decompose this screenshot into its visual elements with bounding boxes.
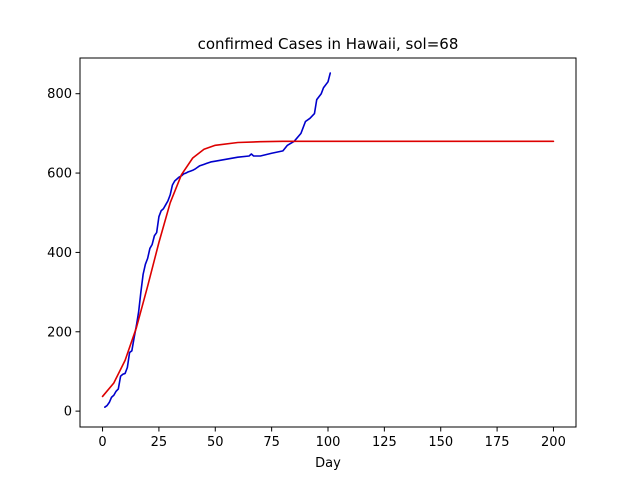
x-tick-label: 125 [372, 435, 397, 450]
y-tick-label: 800 [47, 87, 72, 102]
series-layer [101, 72, 555, 408]
x-axis: 0 25 50 75 100 125 150 175 200 [98, 427, 566, 450]
x-tick-label: 100 [316, 435, 341, 450]
y-tick-label: 400 [47, 246, 72, 261]
x-tick-label: 200 [541, 435, 566, 450]
y-tick-label: 200 [47, 325, 72, 340]
x-tick-label: 175 [485, 435, 510, 450]
x-tick-label: 150 [428, 435, 453, 450]
chart-title: confirmed Cases in Hawaii, sol=68 [198, 35, 459, 53]
x-axis-label: Day [315, 456, 341, 471]
x-tick-label: 0 [98, 435, 106, 450]
y-tick-label: 600 [47, 167, 72, 182]
x-tick-label: 75 [263, 435, 280, 450]
logistic-fit-line [101, 140, 555, 398]
y-axis: 0 200 400 600 800 [47, 87, 80, 420]
x-tick-label: 50 [207, 435, 224, 450]
x-tick-label: 25 [151, 435, 168, 450]
y-tick-label: 0 [64, 405, 72, 420]
